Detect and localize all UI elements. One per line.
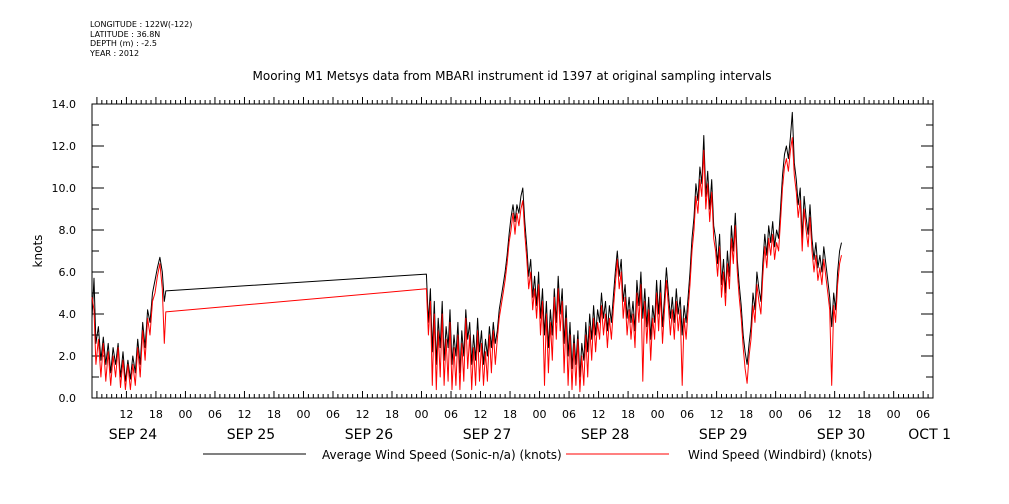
legend: Average Wind Speed (Sonic-n/a) (knots) W… [203, 448, 872, 462]
x-date-label: OCT 1 [908, 427, 951, 443]
x-tick-label: 00 [769, 408, 783, 421]
x-tick-label: 00 [533, 408, 547, 421]
legend-label-windbird: Wind Speed (Windbird) (knots) [688, 448, 872, 462]
y-tick-label: 14.0 [52, 98, 77, 111]
series-layer [91, 111, 842, 393]
x-date-label: SEP 24 [109, 427, 158, 443]
x-tick-label: 12 [828, 408, 842, 421]
y-tick-label: 0.0 [59, 392, 77, 405]
x-tick-label: 18 [267, 408, 281, 421]
longitude-text: LONGITUDE : 122W(-122) [90, 20, 193, 29]
x-tick-label: 18 [503, 408, 517, 421]
series-line-average-wind-speed [91, 111, 842, 382]
chart-title: Mooring M1 Metsys data from MBARI instru… [253, 69, 772, 83]
x-date-label: SEP 27 [463, 427, 511, 443]
x-date-label: SEP 29 [699, 427, 747, 443]
x-tick-label: 06 [916, 408, 930, 421]
x-date-label: SEP 26 [345, 427, 394, 443]
x-date-label: SEP 28 [581, 427, 629, 443]
x-tick-label: 00 [887, 408, 901, 421]
y-tick-label: 2.0 [59, 350, 77, 363]
depth-text: DEPTH (m) : -2.5 [90, 39, 157, 48]
y-tick-label: 10.0 [52, 182, 77, 195]
x-tick-label: 06 [208, 408, 222, 421]
x-tick-label: 18 [621, 408, 635, 421]
x-tick-label: 12 [592, 408, 606, 421]
plot-frame [91, 103, 934, 399]
y-tick-label: 8.0 [59, 224, 77, 237]
x-tick-label: 00 [651, 408, 665, 421]
x-tick-label: 00 [415, 408, 429, 421]
x-tick-label: 12 [474, 408, 488, 421]
x-tick-label: 06 [326, 408, 340, 421]
x-tick-label: 18 [739, 408, 753, 421]
y-tick-label: 12.0 [52, 140, 77, 153]
x-tick-label: 06 [562, 408, 576, 421]
station-metadata: LONGITUDE : 122W(-122) LATITUDE : 36.8N … [90, 20, 192, 58]
legend-label-average: Average Wind Speed (Sonic-n/a) (knots) [322, 448, 562, 462]
series-line-windbird-wind-speed [91, 137, 842, 393]
y-axis-label: knots [31, 235, 45, 268]
x-date-label: SEP 25 [227, 427, 275, 443]
y-tick-label: 4.0 [59, 308, 77, 321]
x-tick-label: 00 [296, 408, 310, 421]
x-axis: 12 18 00 06 12 18 00 06 12 18 00 06 12 18 00 06 12 18 00 06… [96, 97, 951, 443]
x-tick-label: 06 [798, 408, 812, 421]
y-tick-label: 6.0 [59, 266, 77, 279]
x-date-label: SEP 30 [817, 427, 865, 443]
x-tick-label: 12 [237, 408, 251, 421]
x-tick-label: 12 [119, 408, 133, 421]
latitude-text: LATITUDE : 36.8N [90, 29, 161, 39]
year-text: YEAR : 2012 [90, 48, 140, 58]
x-tick-label: 12 [355, 408, 369, 421]
x-tick-label: 06 [680, 408, 694, 421]
x-tick-label: 00 [178, 408, 192, 421]
x-tick-label: 06 [444, 408, 458, 421]
x-tick-label: 12 [710, 408, 724, 421]
x-tick-label: 18 [857, 408, 871, 421]
x-tick-label: 18 [149, 408, 163, 421]
x-tick-label: 18 [385, 408, 399, 421]
